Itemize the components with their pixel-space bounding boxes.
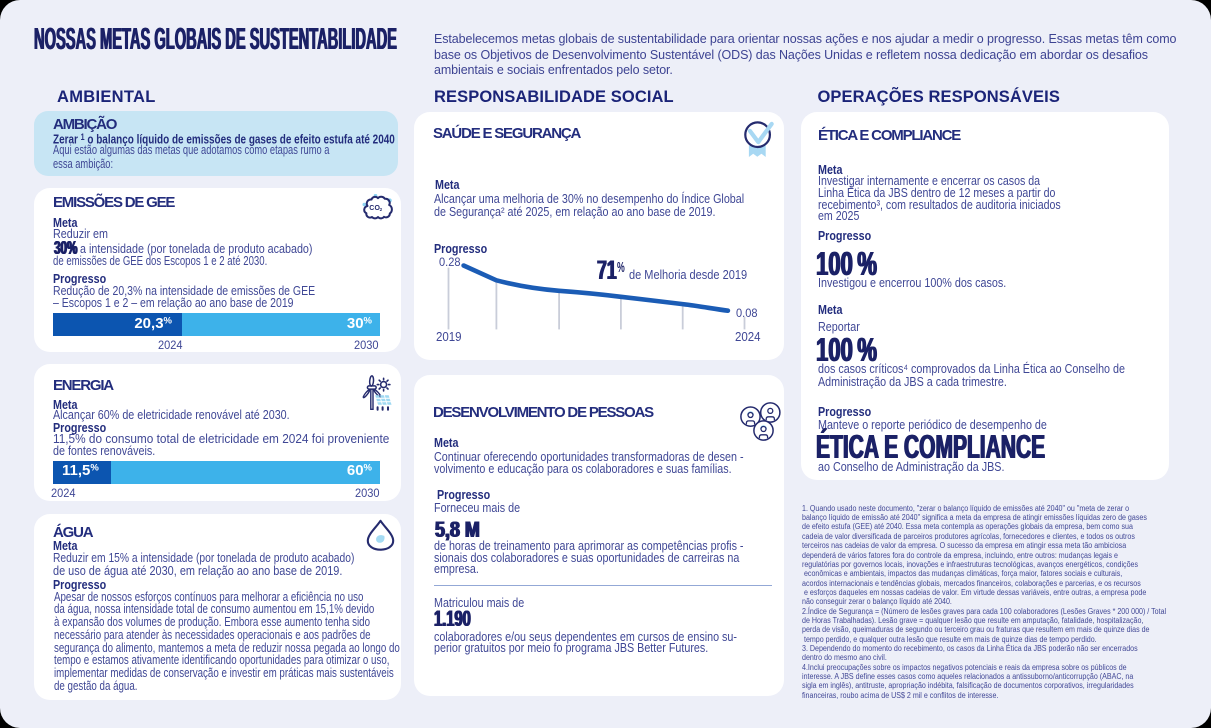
svg-text:2: 2	[380, 207, 383, 212]
svg-text:CO: CO	[369, 205, 380, 212]
